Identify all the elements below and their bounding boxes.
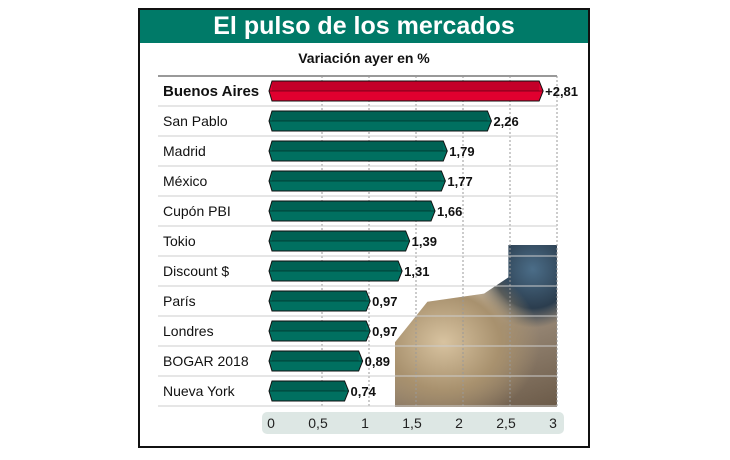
bar-shade [272,261,399,271]
x-tick-label: 0 [267,415,275,431]
bar [268,140,448,162]
x-tick-label: 1,5 [402,415,422,431]
value-label: 0,89 [365,354,390,369]
category-label: París [163,293,196,309]
bar-shade [272,291,367,301]
x-tick-label: 2 [455,415,463,431]
bar-shade [272,171,442,181]
bar [268,350,364,372]
value-label: 1,79 [449,144,474,159]
axis-band [262,412,564,434]
value-label: 1,66 [437,204,462,219]
bar-shade [272,321,367,331]
category-label: Discount $ [163,263,229,279]
category-label: Buenos Aires [163,83,259,100]
bar [268,110,492,132]
category-label: Cupón PBI [163,203,231,219]
category-label: BOGAR 2018 [163,353,249,369]
category-label: Nueva York [163,383,236,399]
value-label: 0,97 [372,294,397,309]
x-tick-label: 0,5 [308,415,328,431]
bar-shade [272,81,540,91]
value-label: 2,26 [493,114,518,129]
category-label: Tokio [163,233,196,249]
bar [268,230,411,252]
x-tick-label: 1 [361,415,369,431]
value-label: 1,31 [404,264,429,279]
bar [268,170,446,192]
category-label: Londres [163,323,214,339]
x-tick-label: 2,5 [496,415,516,431]
bar [268,320,371,342]
value-label: 1,77 [447,174,472,189]
chart-subtitle: Variación ayer en % [298,50,430,66]
value-label: 0,97 [372,324,397,339]
category-label: México [163,173,208,189]
bar-shade [272,111,488,121]
bar [268,200,436,222]
bar [268,380,350,402]
value-label: 1,39 [412,234,437,249]
bar-shade [272,351,359,361]
category-label: Madrid [163,143,206,159]
bar [268,260,403,282]
chart-title: El pulso de los mercados [140,10,588,43]
value-label: 0,74 [351,384,377,399]
bar-shade [272,381,345,391]
category-label: San Pablo [163,113,228,129]
bar-shade [272,231,406,241]
bar [268,290,371,312]
value-label: +2,81 [545,84,578,99]
bar-shade [272,141,444,151]
bar-shade [272,201,432,211]
bar [268,80,544,102]
x-tick-label: 3 [549,415,557,431]
